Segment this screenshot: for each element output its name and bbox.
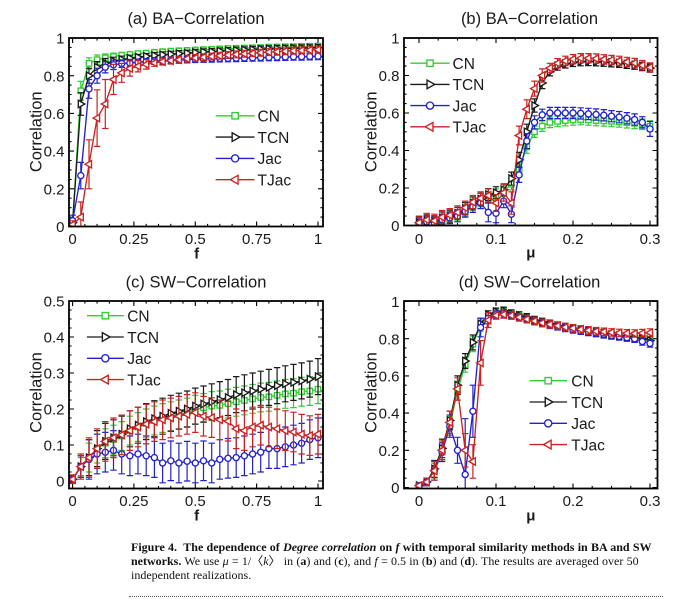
svg-text:1: 1: [391, 31, 399, 48]
svg-text:TJac: TJac: [571, 437, 605, 454]
svg-text:(a) BA−Correlation: (a) BA−Correlation: [127, 10, 264, 28]
svg-text:Jac: Jac: [453, 98, 477, 115]
svg-text:0.2: 0.2: [563, 231, 584, 248]
svg-text:0: 0: [56, 474, 64, 491]
svg-text:0.6: 0.6: [379, 369, 400, 386]
svg-text:f: f: [194, 246, 200, 263]
svg-text:0.5: 0.5: [185, 493, 206, 510]
svg-text:TJac: TJac: [258, 173, 292, 190]
svg-text:TCN: TCN: [453, 77, 485, 94]
svg-text:0.2: 0.2: [44, 181, 65, 198]
svg-text:TJac: TJac: [127, 372, 161, 389]
svg-text:0.4: 0.4: [379, 406, 400, 423]
svg-text:Jac: Jac: [258, 151, 282, 168]
svg-text:(d) SW−Correlation: (d) SW−Correlation: [459, 274, 601, 292]
svg-text:μ: μ: [526, 508, 535, 525]
svg-text:0.1: 0.1: [44, 438, 65, 455]
svg-text:0.25: 0.25: [119, 493, 148, 510]
svg-text:1: 1: [314, 231, 322, 248]
svg-text:0.1: 0.1: [486, 231, 507, 248]
svg-text:Correlation: Correlation: [363, 91, 381, 172]
svg-text:0: 0: [68, 493, 76, 510]
svg-text:(b) BA−Correlation: (b) BA−Correlation: [461, 10, 598, 28]
svg-text:0.2: 0.2: [44, 402, 65, 419]
svg-text:CN: CN: [571, 374, 593, 391]
svg-text:0: 0: [391, 480, 399, 497]
svg-text:0.25: 0.25: [119, 231, 148, 248]
svg-text:0.4: 0.4: [44, 144, 65, 161]
svg-text:0.6: 0.6: [44, 106, 65, 123]
svg-text:0.2: 0.2: [379, 443, 400, 460]
svg-text:0.75: 0.75: [242, 231, 271, 248]
svg-text:TCN: TCN: [571, 395, 603, 412]
svg-text:0.5: 0.5: [185, 231, 206, 248]
svg-text:TCN: TCN: [258, 130, 290, 147]
svg-text:1: 1: [391, 294, 399, 311]
svg-text:CN: CN: [453, 56, 475, 73]
svg-text:CN: CN: [127, 309, 149, 326]
svg-text:0.2: 0.2: [563, 493, 584, 510]
svg-text:0: 0: [56, 219, 64, 236]
svg-text:Jac: Jac: [127, 351, 151, 368]
svg-text:f: f: [194, 508, 200, 525]
svg-text:1: 1: [56, 31, 64, 48]
svg-text:0.8: 0.8: [379, 331, 400, 348]
svg-text:0.4: 0.4: [379, 143, 400, 160]
svg-text:0.4: 0.4: [44, 330, 65, 347]
svg-text:0.3: 0.3: [640, 493, 661, 510]
svg-text:0.3: 0.3: [640, 231, 661, 248]
svg-text:CN: CN: [258, 109, 280, 126]
svg-text:0.3: 0.3: [44, 366, 65, 383]
svg-text:0.8: 0.8: [379, 68, 400, 85]
svg-text:0: 0: [68, 231, 76, 248]
svg-text:μ: μ: [526, 245, 535, 262]
svg-text:0: 0: [415, 493, 423, 510]
svg-text:0.8: 0.8: [44, 68, 65, 85]
svg-text:Correlation: Correlation: [363, 352, 381, 433]
svg-text:0.1: 0.1: [486, 493, 507, 510]
svg-text:TCN: TCN: [127, 330, 159, 347]
svg-text:0.75: 0.75: [242, 493, 271, 510]
svg-text:(c) SW−Correlation: (c) SW−Correlation: [126, 274, 267, 292]
svg-text:0: 0: [391, 218, 399, 235]
svg-text:0.6: 0.6: [379, 106, 400, 123]
svg-text:1: 1: [314, 493, 322, 510]
svg-text:0: 0: [415, 231, 423, 248]
svg-text:0.5: 0.5: [44, 294, 65, 311]
svg-text:Jac: Jac: [571, 416, 595, 433]
svg-text:Correlation: Correlation: [28, 352, 46, 433]
svg-text:Correlation: Correlation: [28, 91, 46, 172]
svg-text:0.2: 0.2: [379, 181, 400, 198]
svg-text:TJac: TJac: [453, 120, 487, 137]
